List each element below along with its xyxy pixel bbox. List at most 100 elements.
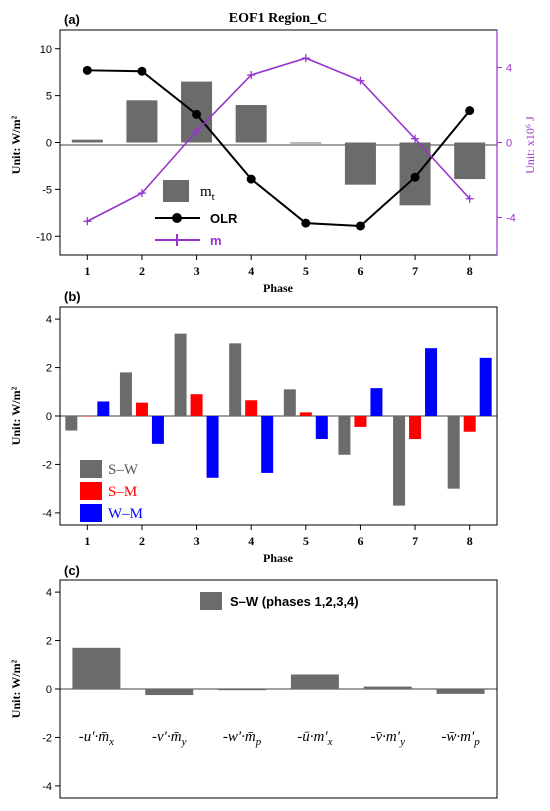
sw-term-bar-1: [72, 647, 121, 689]
panel-b: -4 -2 0 2 4 1 2 3 4 5 6 7 8 (b) Unit: W/m² Phase S–…: [9, 289, 498, 565]
olr-point-phase-6: [355, 221, 365, 231]
m-point-phase-7: [411, 134, 420, 143]
bar-wm-phase-3: [206, 416, 219, 478]
m-point-phase-1: [83, 217, 92, 226]
bar-sm-phase-1: [81, 416, 94, 417]
term-label-5: -v̄·m′y: [371, 729, 406, 748]
x-tick-label: 5: [303, 264, 309, 278]
y-tick-label: 0: [46, 684, 52, 696]
panel-a: -10 -5 0 5 10 -4 0 4 1 2 3 4 5 6 7 8 (a) EOF1 Region_…: [9, 11, 537, 295]
x-tick-label: 2: [139, 534, 145, 548]
y-tick-label: -4: [42, 781, 52, 793]
term-label-4: -ū·m′x: [297, 729, 332, 748]
bar-sw-phase-3: [174, 333, 187, 416]
panel-b-xlabel: Phase: [263, 551, 294, 565]
m-point-phase-4: [247, 71, 256, 79]
x-tick-label: 8: [467, 534, 473, 548]
x-tick-label: 1: [84, 264, 90, 278]
panel-b-y-ticks: -4 -2 0 2 4: [42, 314, 60, 520]
legend-wm-label: W–M: [108, 506, 143, 522]
panel-a-label: (a): [64, 12, 80, 27]
y2-tick-label: -4: [506, 213, 516, 225]
legend-wm-swatch: [80, 504, 102, 522]
legend-sm-label: S–M: [108, 484, 137, 500]
m-point-phase-3: [192, 127, 201, 136]
olr-point-phase-2: [137, 66, 147, 76]
y-tick-label: -2: [42, 732, 52, 744]
bar-sm-phase-7: [409, 416, 422, 440]
legend-sw-label: S–W: [108, 462, 139, 478]
olr-point-phase-1: [82, 65, 92, 75]
bar-sw-phase-6: [338, 416, 351, 455]
legend-sw-swatch: [80, 460, 102, 478]
y2-tick-label: 4: [506, 63, 512, 75]
x-tick-label: 6: [357, 264, 363, 278]
panel-a-y2-ticks: -4 0 4: [496, 30, 516, 255]
term-label-1: -u′·m̄x: [79, 729, 114, 748]
bar-wm-phase-1: [97, 401, 110, 416]
mt-bar-phase-2: [126, 100, 158, 143]
bar-sw-phase-1: [65, 416, 78, 431]
y-tick-label: 5: [46, 91, 52, 103]
bar-sw-phase-5: [283, 389, 296, 416]
panel-b-x-ticks: 1 2 3 4 5 6 7 8: [84, 525, 473, 548]
x-tick-label: 1: [84, 534, 90, 548]
legend-swc-label: S–W (phases 1,2,3,4): [230, 594, 359, 609]
panel-a-y-ticks: -10 -5 0 5 10: [36, 44, 60, 243]
y-tick-label: 4: [46, 587, 52, 599]
legend-sm-swatch: [80, 482, 102, 500]
sw-term-bar-4: [290, 674, 339, 689]
panel-b-ylabel: Unit: W/m²: [9, 386, 23, 445]
olr-line: [87, 69, 471, 227]
bar-sm-phase-8: [463, 416, 476, 432]
y-tick-label: 4: [46, 314, 52, 326]
m-line: [86, 57, 471, 222]
x-tick-label: 5: [303, 534, 309, 548]
bar-wm-phase-8: [479, 357, 492, 416]
legend-olr-label: OLR: [210, 211, 238, 226]
panel-c-bars: [72, 647, 485, 696]
m-point-phase-6: [356, 76, 365, 85]
legend-m-label: m: [210, 233, 222, 248]
m-point-phase-5: [301, 54, 310, 63]
bar-wm-phase-5: [315, 416, 328, 440]
bar-sm-phase-3: [190, 394, 203, 416]
x-tick-label: 8: [467, 264, 473, 278]
panel-c-ylabel: Unit: W/m²: [9, 659, 23, 718]
panel-a-legend: mt OLR m: [155, 180, 238, 248]
panel-c-label: (c): [64, 563, 80, 578]
panel-a-ylabel-right: Unit: x10⁶ J: [523, 116, 537, 174]
mt-bar-phase-8: [454, 142, 486, 180]
panel-c-x-ticks: -u′·m̄x -v′·m̄y -w′·m̄p -ū·m′x -v̄·m′y -w̄·m′…: [79, 729, 480, 748]
panel-a-x-ticks: 1 2 3 4 5 6 7 8: [84, 255, 473, 278]
panel-c-y-ticks: -4 -2 0 2 4: [42, 587, 60, 793]
x-tick-label: 6: [357, 534, 363, 548]
y-tick-label: 0: [46, 138, 52, 150]
y-tick-label: 2: [46, 363, 52, 375]
olr-point-phase-4: [246, 174, 256, 184]
y-tick-label: 0: [46, 411, 52, 423]
bar-sm-phase-2: [135, 402, 148, 416]
bar-wm-phase-6: [370, 388, 383, 416]
y2-tick-label: 0: [506, 138, 512, 150]
bar-wm-phase-7: [425, 348, 438, 416]
panel-b-bars: [65, 333, 492, 506]
x-tick-label: 3: [194, 264, 200, 278]
panel-a-ylabel: Unit: W/m²: [9, 115, 23, 174]
m-point-phase-8: [465, 194, 474, 203]
panel-a-bars: [71, 81, 486, 206]
legend-mt-label: mt: [200, 184, 215, 203]
bar-wm-phase-4: [261, 416, 274, 473]
y-tick-label: -2: [42, 459, 52, 471]
m-point-phase-2: [137, 189, 146, 198]
panel-c-legend: S–W (phases 1,2,3,4): [200, 592, 359, 610]
x-tick-label: 7: [412, 264, 418, 278]
panel-a-title: EOF1 Region_C: [229, 11, 327, 26]
x-tick-label: 7: [412, 534, 418, 548]
sw-term-bar-5: [363, 686, 412, 689]
legend-mt-swatch: [163, 180, 189, 202]
legend-swc-swatch: [200, 592, 222, 610]
mt-bar-phase-1: [71, 139, 103, 143]
panel-c: -4 -2 0 2 4 -u′·m̄x -v′·m̄y -w′·m̄p -ū·m′x -v̄·m…: [9, 563, 498, 799]
term-label-2: -v′·m̄y: [152, 729, 187, 748]
